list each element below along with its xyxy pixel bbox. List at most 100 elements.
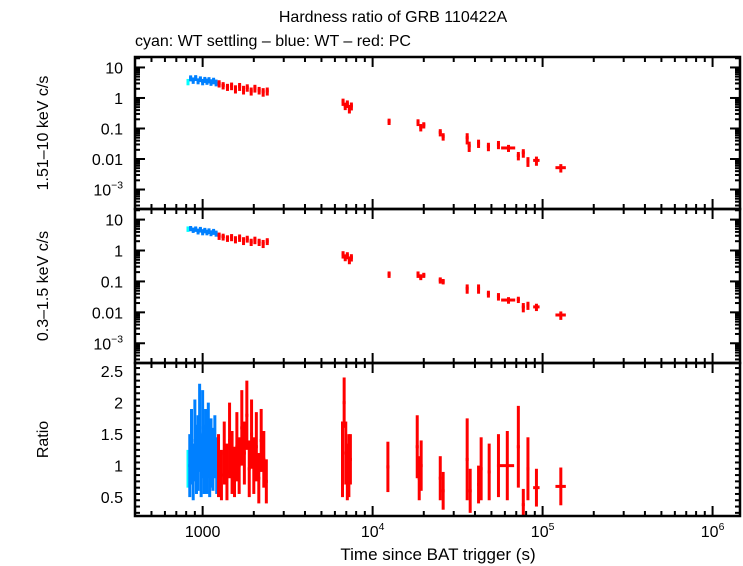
y-axis-label: 0.3–1.5 keV c/s — [35, 231, 52, 341]
y-tick-label: 0.1 — [101, 274, 123, 291]
data-point-pc — [438, 129, 442, 137]
chart-title: Hardness ratio of GRB 110422A — [279, 9, 508, 26]
data-point-wt_settling — [186, 226, 190, 232]
data-point-pc — [265, 238, 269, 246]
data-point-pc — [419, 274, 423, 281]
data-point-pc — [228, 402, 232, 479]
panel-ratio: 2.5 2 1.5 1 0.5 Ratio 1000 104 105 106 — [35, 361, 742, 541]
data-point-pc — [249, 238, 253, 246]
data-point-pc — [516, 296, 520, 304]
y-tick-label: 1 — [114, 459, 123, 476]
panel-frame — [133, 361, 742, 518]
data-point-pc — [477, 465, 481, 504]
data-point-pc — [479, 437, 483, 501]
data-point-pc — [467, 141, 471, 152]
data-point-pc — [486, 290, 490, 298]
data-point-pc — [486, 142, 490, 152]
data-point-pc — [441, 471, 445, 510]
data-point-pc — [342, 377, 346, 428]
data-point-pc — [496, 140, 500, 150]
data-point-pc — [419, 440, 423, 491]
data-point-wt — [209, 230, 213, 237]
y-tick-label: 1.5 — [101, 427, 123, 444]
data-point-pc — [348, 434, 352, 485]
data-point-wt — [212, 77, 216, 85]
data-point-pc — [257, 453, 261, 504]
x-tick-label: 105 — [531, 522, 555, 541]
data-point-wt — [189, 226, 193, 232]
y-tick-label-exponent: −3 — [111, 181, 123, 192]
x-tick-label: 1000 — [185, 524, 221, 541]
data-point-pc — [245, 84, 249, 92]
x-tick-label: 104 — [361, 522, 385, 541]
data-point-pc — [250, 399, 254, 469]
data-point-pc — [257, 238, 261, 246]
data-point-pc — [349, 254, 353, 262]
y-axis-label: Ratio — [35, 421, 52, 458]
data-point-pc — [501, 297, 516, 304]
data-point-pc — [242, 421, 246, 485]
x-tick-label: 106 — [701, 522, 725, 541]
data-point-pc — [345, 100, 349, 108]
data-point-pc — [225, 443, 229, 501]
data-point-pc — [496, 434, 500, 498]
y-axis-label: 1.51–10 keV c/s — [35, 76, 52, 191]
data-point-wt — [198, 383, 202, 472]
data-point-pc — [221, 82, 225, 90]
data-point-pc — [465, 133, 469, 145]
data-point-pc — [253, 236, 257, 245]
data-point-pc — [422, 122, 426, 129]
data-point-pc — [416, 271, 420, 278]
data-point-pc — [219, 449, 223, 501]
data-point-pc — [242, 85, 246, 95]
data-point-wt — [212, 228, 216, 235]
data-point-pc — [345, 252, 349, 260]
y-tick-label-exponent: −3 — [111, 334, 123, 345]
y-tick-label: 10−3 — [93, 181, 123, 200]
y-tick-label: 1 — [114, 91, 123, 108]
data-point-pc — [499, 431, 515, 501]
data-point-pc — [521, 149, 525, 158]
data-point-pc — [230, 82, 234, 91]
data-point-pc — [555, 311, 566, 320]
data-point-pc — [526, 157, 530, 167]
x-tick-label-exponent: 5 — [549, 522, 555, 533]
data-point-pc — [501, 144, 516, 152]
x-axis-label: Time since BAT trigger (s) — [340, 545, 535, 564]
data-point-pc — [237, 437, 241, 494]
data-point-pc — [257, 86, 261, 95]
data-point-pc — [477, 284, 481, 294]
data-point-pc — [465, 284, 469, 294]
data-point-pc — [252, 437, 256, 494]
data-point-pc — [261, 239, 265, 249]
data-point-pc — [521, 488, 525, 516]
data-point-pc — [533, 303, 540, 312]
data-point-pc — [242, 237, 246, 246]
data-point-pc — [387, 118, 391, 126]
data-point-wt_settling — [186, 78, 190, 86]
data-point-wt — [209, 79, 213, 86]
data-point-pc — [264, 459, 268, 504]
x-tick-label-exponent: 4 — [379, 522, 385, 533]
data-point-pc — [416, 119, 420, 127]
data-point-wt — [194, 75, 198, 81]
data-point-pc — [238, 82, 242, 91]
y-tick-label: 10 — [105, 60, 123, 77]
data-point-pc — [230, 234, 234, 242]
data-point-wt — [214, 79, 218, 87]
y-tick-label: 0.01 — [92, 305, 123, 322]
data-point-pc — [516, 151, 520, 161]
panel-hard-band: 10 1 0.1 0.01 10−3 1.51–10 keV c/s — [35, 55, 742, 211]
data-point-pc — [217, 80, 221, 88]
data-point-pc — [245, 235, 249, 243]
data-point-pc — [217, 434, 221, 498]
x-tick-label-exponent: 6 — [719, 522, 725, 533]
y-tick-label: 10 — [105, 213, 123, 230]
data-point-pc — [487, 443, 491, 501]
data-point-pc — [438, 456, 442, 501]
data-point-wt — [214, 230, 218, 237]
data-point-pc — [533, 468, 540, 507]
data-point-pc — [238, 234, 242, 242]
data-point-pc — [438, 277, 442, 284]
